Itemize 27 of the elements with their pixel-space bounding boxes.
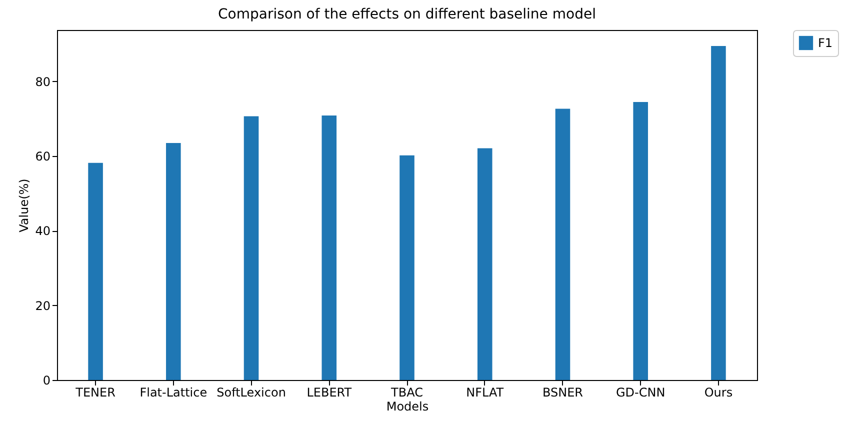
bar xyxy=(244,116,259,380)
x-tick-label: Ours xyxy=(704,386,733,400)
y-axis-title: Value(%) xyxy=(17,178,32,232)
y-tick-label: 40 xyxy=(35,224,50,238)
x-tick-label: GD-CNN xyxy=(616,386,666,400)
bar xyxy=(633,102,648,380)
bar xyxy=(477,148,492,380)
y-tick-label: 80 xyxy=(35,74,50,89)
x-tick-label: NFLAT xyxy=(466,386,504,400)
x-tick-label: SoftLexicon xyxy=(216,386,286,400)
x-axis-title: Models xyxy=(386,400,429,414)
bar xyxy=(166,143,181,380)
bar xyxy=(555,108,570,380)
x-tick-label: Flat-Lattice xyxy=(140,386,208,400)
x-tick-label: BSNER xyxy=(542,386,583,400)
y-tick-label: 0 xyxy=(42,374,50,388)
bar xyxy=(88,162,103,380)
bar xyxy=(400,155,414,380)
x-tick-label: LEBERT xyxy=(306,386,352,400)
x-tick-label: TBAC xyxy=(390,386,423,400)
chart-title: Comparison of the effects on different baseline model xyxy=(218,6,596,22)
y-tick-label: 60 xyxy=(35,150,50,164)
bar xyxy=(322,115,337,380)
bar xyxy=(711,46,726,380)
x-tick-label: TENER xyxy=(74,386,116,400)
legend-label: F1 xyxy=(818,36,833,50)
y-tick-label: 20 xyxy=(35,298,50,313)
